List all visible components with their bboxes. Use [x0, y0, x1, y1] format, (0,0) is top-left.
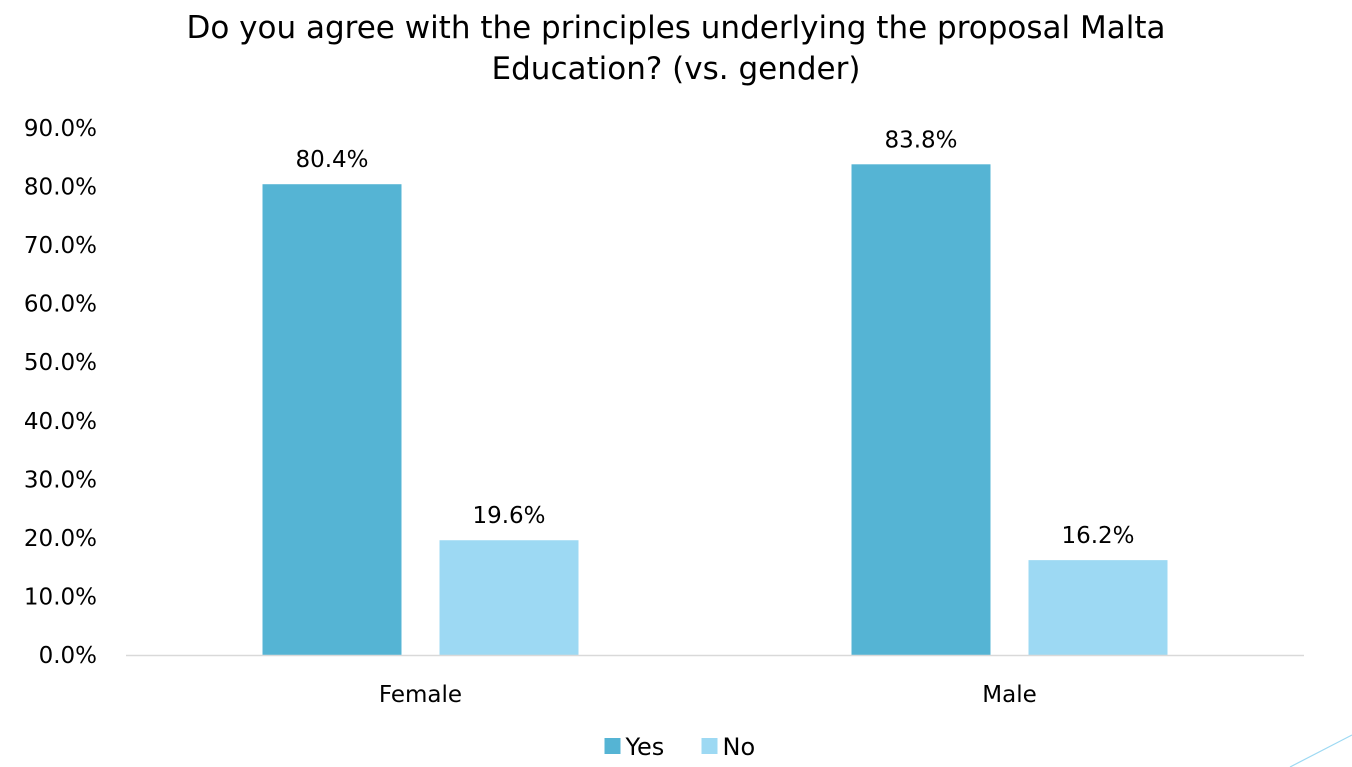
bar-group: 80.4% 19.6% 83.8% 16.2% — [262, 127, 1168, 656]
y-tick-label: 60.0% — [24, 292, 97, 318]
legend-swatch-yes — [604, 738, 621, 754]
y-tick-label: 20.0% — [24, 526, 97, 552]
data-label: 19.6% — [472, 503, 545, 529]
data-label: 83.8% — [884, 127, 957, 153]
bar-yes-male — [851, 164, 991, 655]
y-tick-label: 30.0% — [24, 467, 97, 493]
bar-yes-female — [262, 184, 402, 656]
data-label: 80.4% — [295, 147, 368, 173]
x-axis: Female Male — [379, 682, 1037, 708]
x-tick-label: Female — [379, 682, 462, 708]
corner-decoration-line — [1289, 734, 1352, 767]
chart-title-line-2: Education? (vs. gender) — [492, 51, 861, 87]
legend: Yes No — [604, 733, 756, 761]
chart-title: Do you agree with the principles underly… — [186, 10, 1165, 87]
chart-title-line-1: Do you agree with the principles underly… — [186, 10, 1165, 46]
y-tick-label: 50.0% — [24, 350, 97, 376]
y-tick-label: 40.0% — [24, 409, 97, 435]
legend-label-yes: Yes — [625, 733, 665, 761]
bar-no-female — [439, 540, 579, 655]
data-label: 16.2% — [1061, 523, 1134, 549]
legend-swatch-no — [701, 738, 718, 754]
legend-label-no: No — [723, 733, 756, 761]
y-tick-label: 10.0% — [24, 584, 97, 610]
y-axis: 0.0% 10.0% 20.0% 30.0% 40.0% 50.0% 60.0% 70.0% 8… — [24, 116, 97, 669]
bar-no-male — [1028, 560, 1168, 655]
x-tick-label: Male — [982, 682, 1036, 708]
y-tick-label: 80.0% — [24, 175, 97, 201]
y-tick-label: 70.0% — [24, 233, 97, 259]
y-tick-label: 0.0% — [39, 643, 97, 669]
y-tick-label: 90.0% — [24, 116, 97, 142]
